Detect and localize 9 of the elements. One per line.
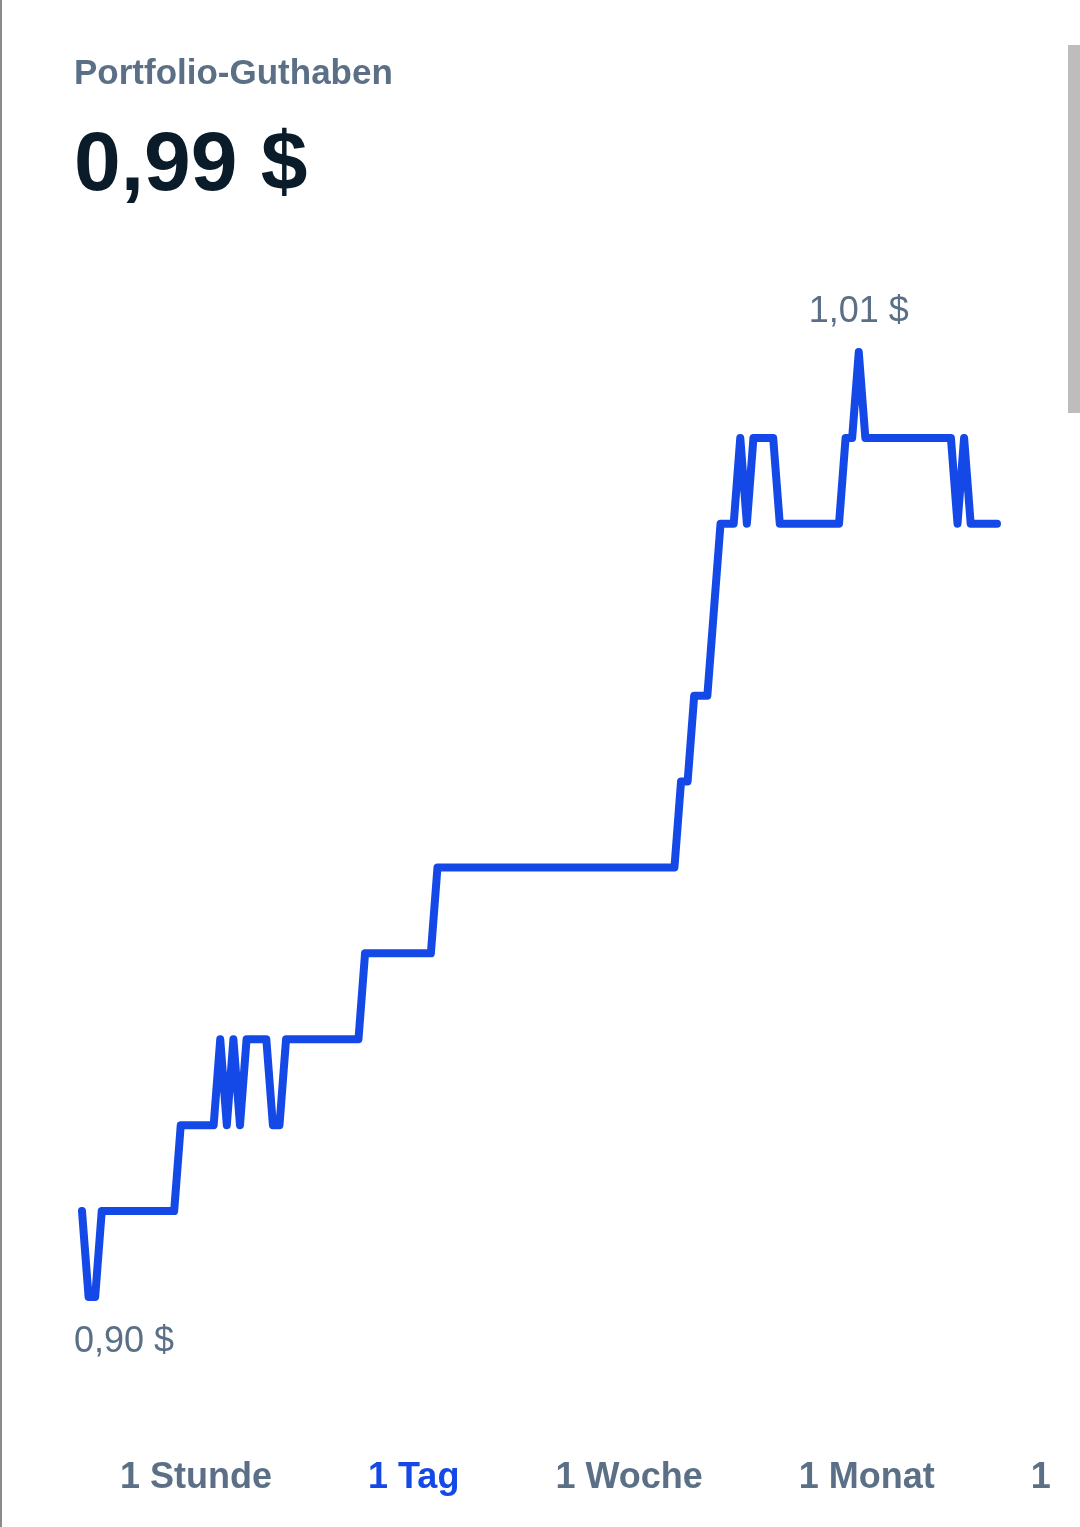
chart-title: Portfolio-Guthaben (74, 52, 393, 91)
text: 1 Tag (368, 1455, 460, 1496)
text: 1 (1030, 1455, 1051, 1496)
data-label: 1,01 $ (808, 289, 909, 330)
text: 1 Monat (798, 1455, 935, 1496)
text: 1 Stunde (120, 1455, 273, 1496)
chart-subtitle: 0,99 $ (74, 114, 308, 208)
text: 1 Woche (555, 1455, 703, 1496)
data-label: 0,90 $ (74, 1319, 175, 1360)
